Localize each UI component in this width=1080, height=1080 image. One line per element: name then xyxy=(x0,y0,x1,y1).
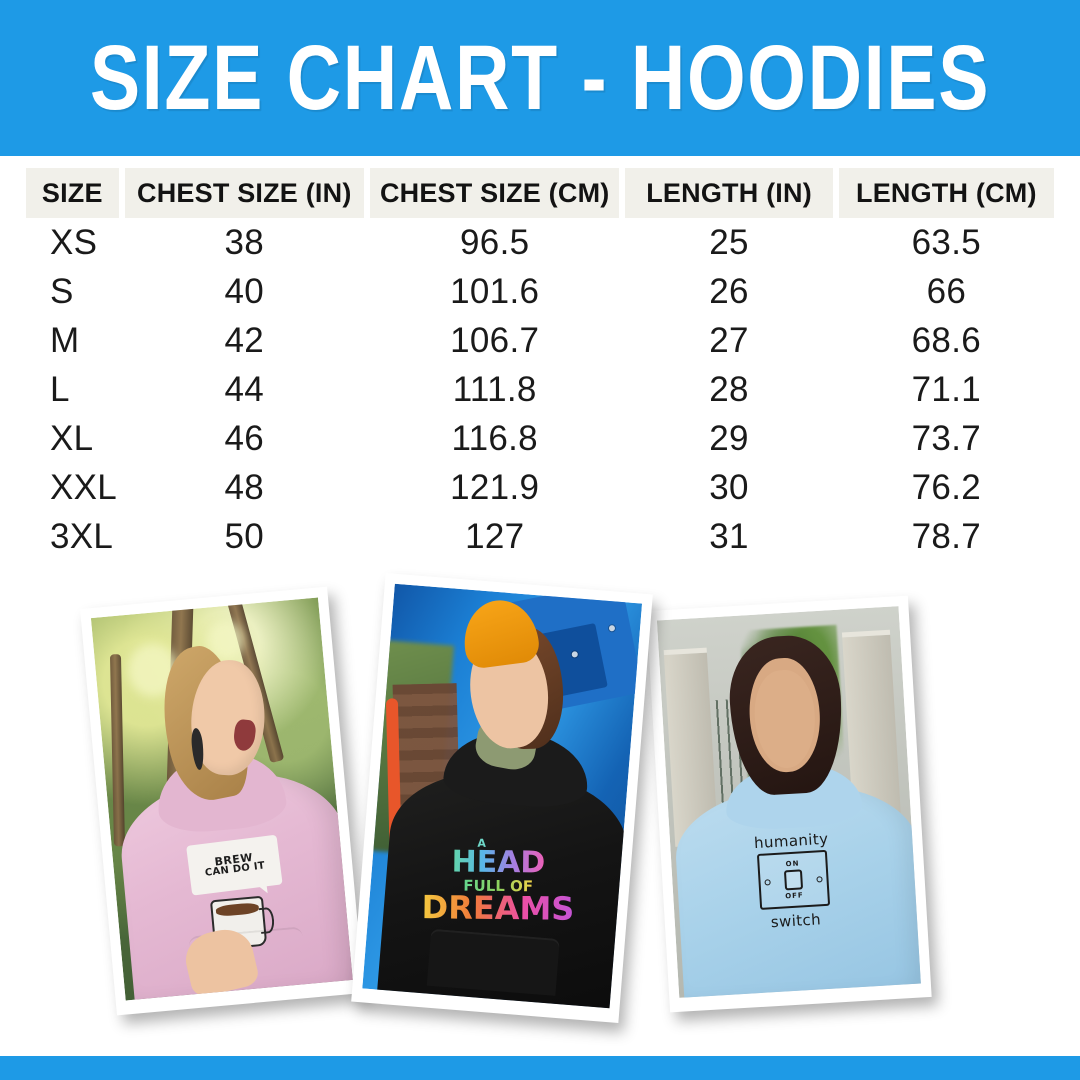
coffee-surface xyxy=(215,901,260,917)
cell-size: L xyxy=(26,365,119,414)
cell-chest-in: 48 xyxy=(124,463,364,512)
photo-card-black-hoodie: A HEAD FULL OF DREAMS xyxy=(351,572,653,1024)
table-body: XS 38 96.5 25 63.5 S 40 101.6 26 66 M 42… xyxy=(26,218,1054,561)
cell-size: S xyxy=(26,267,119,316)
photo-black-hoodie: A HEAD FULL OF DREAMS xyxy=(362,583,643,1009)
photo-gallery: BREW CAN DO IT xyxy=(0,572,1080,1045)
cell-chest-in: 40 xyxy=(124,267,364,316)
photo-card-blue-hoodie: humanity ON OFF switch xyxy=(646,595,932,1013)
cell-chest-in: 46 xyxy=(124,414,364,463)
cell-length-in: 30 xyxy=(625,463,833,512)
cell-chest-cm: 96.5 xyxy=(369,218,620,267)
column-header-length-in: LENGTH (IN) xyxy=(625,168,833,218)
cell-chest-cm: 116.8 xyxy=(369,414,620,463)
graphic-line-1: humanity xyxy=(753,829,829,853)
graphic-line-2: switch xyxy=(770,910,822,932)
humanity-switch-graphic: humanity ON OFF switch xyxy=(723,828,865,957)
cell-chest-cm: 121.9 xyxy=(369,463,620,512)
cell-chest-in: 38 xyxy=(124,218,364,267)
switch-rocker xyxy=(784,869,803,891)
cell-chest-cm: 101.6 xyxy=(369,267,620,316)
cell-size: XS xyxy=(26,218,119,267)
screw-icon xyxy=(816,876,823,883)
cell-size: M xyxy=(26,316,119,365)
cell-length-in: 26 xyxy=(625,267,833,316)
size-table: SIZE CHEST SIZE (IN) CHEST SIZE (CM) LEN… xyxy=(20,168,1060,561)
table-row: XXL 48 121.9 30 76.2 xyxy=(26,463,1054,512)
size-table-container: SIZE CHEST SIZE (IN) CHEST SIZE (CM) LEN… xyxy=(0,168,1080,561)
photo-blue-hoodie: humanity ON OFF switch xyxy=(656,606,921,998)
title-bar: SIZE CHART - HOODIES xyxy=(0,0,1080,156)
table-row: XS 38 96.5 25 63.5 xyxy=(26,218,1054,267)
cell-chest-cm: 111.8 xyxy=(369,365,620,414)
graphic-line-2: HEAD xyxy=(450,845,546,882)
cell-length-cm: 73.7 xyxy=(838,414,1054,463)
column-header-chest-in: CHEST SIZE (IN) xyxy=(124,168,364,218)
footer-bar xyxy=(0,1056,1080,1080)
cell-length-in: 29 xyxy=(625,414,833,463)
dreams-graphic: A HEAD FULL OF DREAMS xyxy=(421,820,574,943)
column-header-chest-cm: CHEST SIZE (CM) xyxy=(369,168,620,218)
screw-icon xyxy=(764,879,771,886)
page-title: SIZE CHART - HOODIES xyxy=(89,27,991,129)
cell-length-cm: 66 xyxy=(838,267,1054,316)
table-header: SIZE CHEST SIZE (IN) CHEST SIZE (CM) LEN… xyxy=(26,168,1054,218)
table-row: XL 46 116.8 29 73.7 xyxy=(26,414,1054,463)
photo-pink-hoodie: BREW CAN DO IT xyxy=(90,597,353,1001)
cell-chest-in: 42 xyxy=(124,316,364,365)
cell-chest-in: 50 xyxy=(124,512,364,561)
cell-chest-cm: 127 xyxy=(369,512,620,561)
cell-length-cm: 76.2 xyxy=(838,463,1054,512)
cell-chest-cm: 106.7 xyxy=(369,316,620,365)
cell-length-in: 27 xyxy=(625,316,833,365)
switch-label-on: ON xyxy=(785,859,800,869)
light-switch-icon: ON OFF xyxy=(756,850,831,910)
cell-length-in: 28 xyxy=(625,365,833,414)
cell-size: XL xyxy=(26,414,119,463)
graphic-line-2: CAN DO IT xyxy=(204,861,267,880)
cell-size: 3XL xyxy=(26,512,119,561)
table-row: S 40 101.6 26 66 xyxy=(26,267,1054,316)
cell-length-cm: 68.6 xyxy=(838,316,1054,365)
cell-chest-in: 44 xyxy=(124,365,364,414)
cell-length-cm: 78.7 xyxy=(838,512,1054,561)
table-header-row: SIZE CHEST SIZE (IN) CHEST SIZE (CM) LEN… xyxy=(26,168,1054,218)
cell-length-cm: 63.5 xyxy=(838,218,1054,267)
table-row: M 42 106.7 27 68.6 xyxy=(26,316,1054,365)
cell-length-in: 25 xyxy=(625,218,833,267)
hoodie-pocket xyxy=(427,928,561,996)
cell-length-cm: 71.1 xyxy=(838,365,1054,414)
cell-length-in: 31 xyxy=(625,512,833,561)
cell-size: XXL xyxy=(26,463,119,512)
column-header-length-cm: LENGTH (CM) xyxy=(838,168,1054,218)
photo-card-pink-hoodie: BREW CAN DO IT xyxy=(80,586,364,1016)
graphic-line-4: DREAMS xyxy=(420,888,575,928)
table-row: 3XL 50 127 31 78.7 xyxy=(26,512,1054,561)
switch-label-off: OFF xyxy=(784,891,804,901)
table-row: L 44 111.8 28 71.1 xyxy=(26,365,1054,414)
column-header-size: SIZE xyxy=(26,168,119,218)
